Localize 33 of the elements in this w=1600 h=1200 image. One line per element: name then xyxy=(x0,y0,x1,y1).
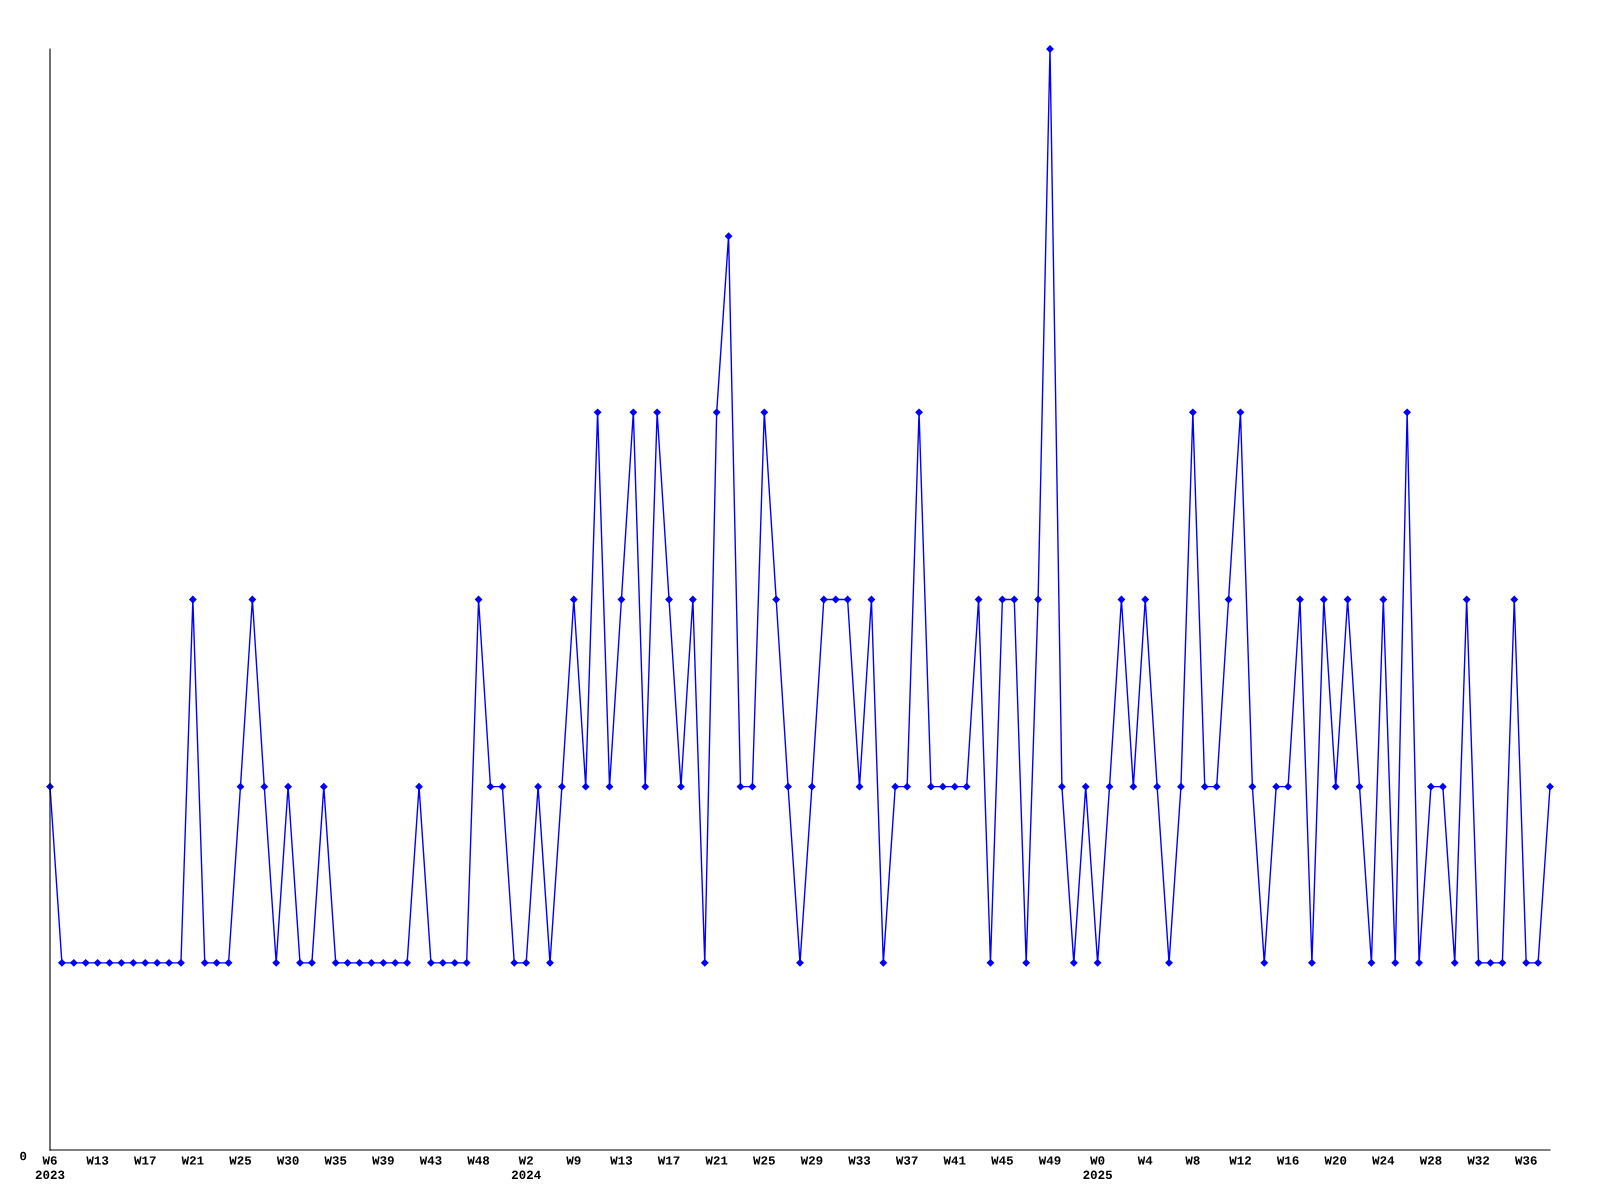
x-tick-label: W21 xyxy=(705,1156,728,1165)
x-tick-label: W4 xyxy=(1137,1156,1153,1165)
x-tick-label: W2 2024 xyxy=(511,1156,541,1180)
x-tick-label: W0 2025 xyxy=(1083,1156,1112,1180)
x-tick-label: W8 xyxy=(1185,1156,1200,1165)
x-tick-label: W45 xyxy=(991,1156,1013,1165)
x-tick-label: W41 xyxy=(943,1156,966,1165)
x-tick-label: W9 xyxy=(566,1156,581,1165)
x-tick-label: W36 xyxy=(1514,1156,1537,1165)
x-tick-label: W17 xyxy=(657,1156,680,1165)
x-tick-label: W49 xyxy=(1038,1156,1061,1165)
x-tick-label: W35 xyxy=(324,1156,347,1165)
x-tick-label: W25 xyxy=(753,1156,775,1165)
x-tick-label: W20 xyxy=(1324,1156,1347,1165)
x-tick-label: W17 xyxy=(133,1156,156,1165)
x-tick-label: W43 xyxy=(419,1156,442,1165)
x-tick-label: W32 xyxy=(1467,1156,1490,1165)
x-tick-label: W30 xyxy=(276,1156,299,1165)
x-tick-label: W48 xyxy=(467,1156,490,1165)
x-tick-label: W12 xyxy=(1229,1156,1251,1165)
text: 0 xyxy=(20,1151,27,1161)
x-tick-label: W6 2023 xyxy=(35,1156,65,1180)
x-tick-label: W21 xyxy=(181,1156,204,1165)
x-tick-label: W37 xyxy=(895,1156,918,1165)
x-tick-label: W16 xyxy=(1276,1156,1299,1165)
x-tick-label: W33 xyxy=(848,1156,871,1165)
x-tick-label: W29 xyxy=(800,1156,823,1165)
x-tick-label: W25 xyxy=(229,1156,252,1165)
x-tick-label: W13 xyxy=(86,1156,109,1165)
x-tick-label: W13 xyxy=(610,1156,633,1165)
x-tick-label: W28 xyxy=(1419,1156,1442,1165)
x-tick-label: W24 xyxy=(1372,1156,1395,1165)
x-tick-label: W39 xyxy=(372,1156,394,1165)
